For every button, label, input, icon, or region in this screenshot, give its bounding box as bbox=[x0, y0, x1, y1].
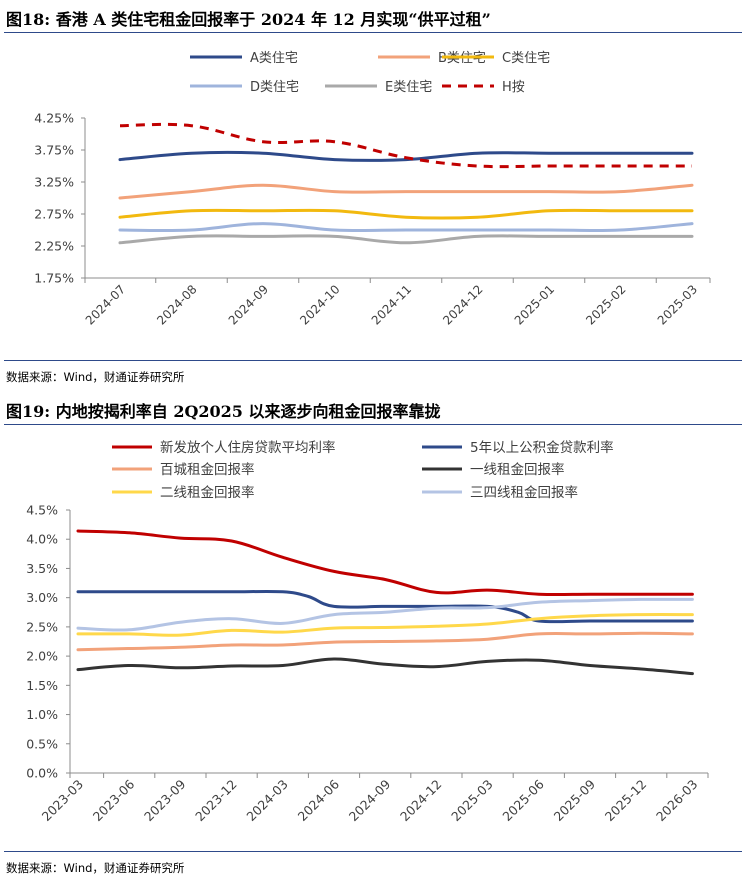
x-tick-label: 2024-06 bbox=[295, 776, 343, 824]
legend-label: 三四线租金回报率 bbox=[470, 484, 578, 501]
series-line-1 bbox=[76, 589, 694, 624]
series-line-2 bbox=[118, 208, 694, 220]
series-line-3 bbox=[76, 657, 694, 676]
y-tick-label: 2.75% bbox=[34, 207, 74, 222]
y-tick-label: 4.5% bbox=[26, 503, 58, 518]
y-tick-label: 4.0% bbox=[26, 532, 58, 547]
y-tick-label: 0.5% bbox=[26, 736, 58, 751]
chart1-group: 4.5% 4.0% 3.5% 3.0% 2.5% 2.0% 1.5% 1.0% 0.5% 0.0%… bbox=[26, 439, 709, 825]
legend-label: D类住宅 bbox=[250, 80, 299, 95]
x-tick-label: 2023-03 bbox=[39, 777, 87, 825]
figure19-title: 图19: 内地按揭利率自 2Q2025 以来逐步向租金回报率靠拢 bbox=[6, 402, 441, 421]
x-tick-label: 2023-06 bbox=[90, 776, 138, 824]
figure18-source: 数据来源：Wind，财通证券研究所 bbox=[6, 370, 185, 384]
legend-label: C类住宅 bbox=[502, 51, 550, 66]
y-tick-label: 3.0% bbox=[26, 590, 58, 605]
series-line-4 bbox=[76, 613, 694, 637]
figure19-source: 数据来源：Wind，财通证券研究所 bbox=[6, 861, 185, 875]
legend-label: 二线租金回报率 bbox=[160, 484, 255, 501]
series-line-5 bbox=[76, 597, 694, 632]
y-tick-label: 1.5% bbox=[26, 678, 58, 693]
series-line-2 bbox=[76, 631, 694, 652]
series-line-3 bbox=[118, 222, 694, 233]
figure18-top-rule bbox=[4, 32, 742, 33]
legend-label: 一线租金回报率 bbox=[470, 461, 565, 478]
y-tick-label: 3.75% bbox=[34, 143, 74, 158]
figure18-bottom-rule bbox=[4, 360, 742, 361]
y-tick-label: 3.5% bbox=[26, 561, 58, 576]
figure19-top-rule bbox=[4, 424, 742, 425]
y-tick-label: 1.0% bbox=[26, 707, 58, 722]
y-tick-label: 1.75% bbox=[34, 271, 74, 286]
x-tick-label: 2025-03 bbox=[448, 777, 496, 825]
legend-label: A类住宅 bbox=[250, 51, 298, 66]
x-tick-label: 2026-03 bbox=[653, 777, 701, 825]
series-line-4 bbox=[118, 234, 694, 245]
x-tick-label: 2025-09 bbox=[551, 776, 599, 824]
legend-label: 新发放个人住房贷款平均利率 bbox=[160, 439, 336, 456]
legend-label: H按 bbox=[502, 80, 525, 95]
x-tick-label: 2025-06 bbox=[499, 776, 547, 824]
legend-label: 5年以上公积金贷款利率 bbox=[470, 439, 614, 456]
series-line-0 bbox=[76, 529, 694, 597]
y-tick-label: 2.0% bbox=[26, 649, 58, 664]
x-tick-label: 2025-12 bbox=[602, 777, 650, 825]
x-tick-label: 2024-12 bbox=[397, 777, 445, 825]
series-line-0 bbox=[118, 150, 694, 162]
y-tick-label: 2.25% bbox=[34, 239, 74, 254]
legend-label: 百城租金回报率 bbox=[160, 461, 255, 478]
series-line-1 bbox=[118, 183, 694, 200]
legend-label: E类住宅 bbox=[385, 80, 432, 95]
x-tick-label: 2024-03 bbox=[243, 777, 291, 825]
y-tick-label: 3.25% bbox=[34, 175, 74, 190]
figure19-bottom-rule bbox=[4, 851, 742, 852]
x-tick-label: 2024-09 bbox=[346, 776, 394, 824]
y-tick-label: 2.5% bbox=[26, 619, 58, 634]
series-line-5 bbox=[119, 122, 692, 169]
figure18-title: 图18: 香港 A 类住宅租金回报率于 2024 年 12 月实现“供平过租” bbox=[6, 10, 491, 29]
x-tick-label: 2023-09 bbox=[141, 776, 189, 824]
x-tick-label: 2023-12 bbox=[192, 777, 240, 825]
y-tick-label: 0.0% bbox=[26, 766, 58, 781]
y-tick-label: 4.25% bbox=[34, 111, 74, 126]
